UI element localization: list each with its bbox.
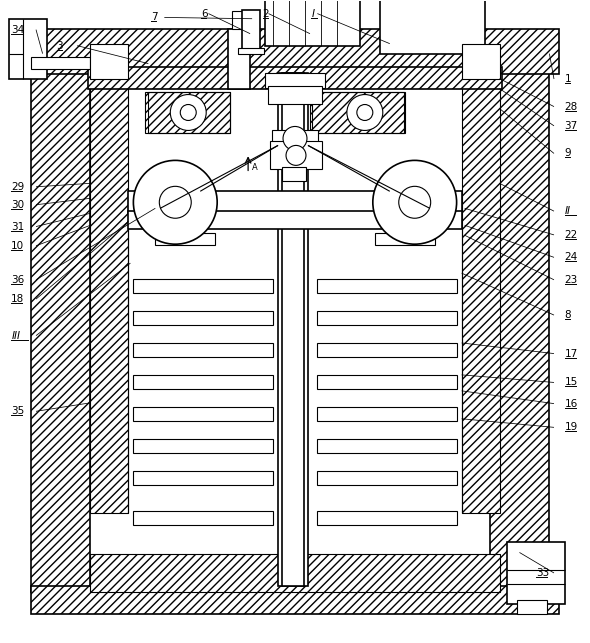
Bar [490, 64, 549, 592]
Bar [517, 601, 548, 614]
Text: 30: 30 [11, 200, 24, 210]
Text: 18: 18 [11, 294, 25, 304]
Circle shape [399, 186, 431, 218]
Text: 36: 36 [11, 275, 25, 285]
Text: 2: 2 [263, 8, 269, 19]
Bar [90, 84, 129, 512]
Bar [148, 91, 230, 134]
Text: 10: 10 [11, 241, 24, 251]
Text: 28: 28 [565, 102, 578, 112]
Bar [31, 586, 559, 614]
Bar [133, 311, 273, 325]
Bar [133, 375, 273, 389]
Text: III: III [11, 331, 20, 341]
Bar [90, 44, 129, 78]
Bar [90, 554, 500, 592]
Bar [317, 311, 457, 325]
Circle shape [373, 160, 457, 244]
Bar [232, 11, 246, 29]
Text: 37: 37 [565, 121, 578, 131]
Circle shape [283, 127, 307, 150]
Bar [265, 0, 360, 46]
Text: 1: 1 [565, 74, 571, 84]
Text: 9: 9 [565, 149, 571, 158]
Bar [317, 471, 457, 485]
Bar [88, 67, 502, 89]
Bar [317, 279, 457, 293]
Text: 6: 6 [201, 8, 208, 19]
Bar [282, 167, 306, 181]
Bar [129, 212, 461, 229]
Bar [175, 192, 185, 213]
Bar [317, 407, 457, 421]
Bar [242, 10, 260, 51]
Text: 15: 15 [565, 377, 578, 388]
Text: 34: 34 [11, 24, 25, 35]
Bar [31, 29, 559, 73]
Bar [145, 91, 230, 134]
Text: 19: 19 [565, 422, 578, 432]
Text: 29: 29 [11, 182, 25, 192]
Bar [270, 141, 322, 169]
Bar [187, 192, 197, 213]
Bar [238, 48, 264, 53]
Text: 17: 17 [565, 349, 578, 359]
Text: 31: 31 [11, 222, 25, 231]
Bar [9, 19, 47, 78]
Bar [507, 543, 565, 604]
Bar [133, 407, 273, 421]
Text: 23: 23 [565, 275, 578, 285]
Bar [278, 73, 308, 586]
Text: 22: 22 [565, 230, 578, 240]
Bar [133, 439, 273, 453]
Text: 7: 7 [151, 12, 158, 23]
Text: 8: 8 [565, 310, 571, 320]
Bar [317, 375, 457, 389]
Circle shape [171, 95, 206, 131]
Circle shape [347, 95, 383, 131]
Bar [133, 343, 273, 357]
Bar [133, 511, 273, 525]
Circle shape [357, 105, 373, 120]
Circle shape [286, 145, 306, 165]
Bar [265, 73, 325, 87]
Bar [317, 439, 457, 453]
Text: II: II [565, 206, 571, 216]
Text: I: I [312, 8, 314, 19]
Circle shape [133, 160, 217, 244]
Text: 16: 16 [565, 399, 578, 408]
Bar [129, 192, 461, 213]
Bar [427, 192, 437, 213]
Bar [312, 91, 404, 134]
Bar [133, 279, 273, 293]
Bar [317, 343, 457, 357]
Text: 3: 3 [57, 41, 63, 51]
Text: 24: 24 [565, 252, 578, 262]
Bar [403, 192, 413, 213]
Bar [310, 91, 405, 134]
Bar [155, 233, 215, 245]
Bar [375, 233, 435, 245]
Bar [133, 471, 273, 485]
Text: A: A [252, 163, 258, 172]
Text: 35: 35 [11, 406, 25, 416]
Bar [415, 192, 425, 213]
Circle shape [159, 186, 191, 218]
Bar [317, 511, 457, 525]
Bar [282, 73, 304, 586]
Bar [272, 131, 318, 145]
Bar [31, 64, 90, 592]
Circle shape [181, 105, 196, 120]
Text: 33: 33 [536, 568, 549, 578]
Bar [163, 192, 173, 213]
Bar [31, 57, 90, 69]
Bar [461, 44, 500, 78]
Bar [228, 29, 250, 89]
Bar [268, 86, 322, 104]
Bar [380, 0, 484, 53]
Bar [461, 84, 500, 512]
